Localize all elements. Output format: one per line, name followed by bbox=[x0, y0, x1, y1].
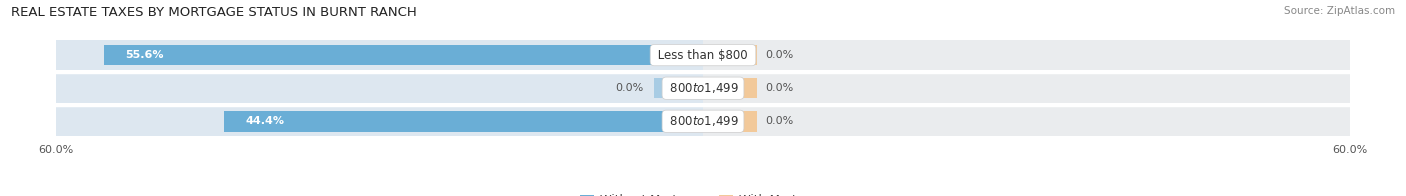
Bar bbox=[56, 40, 703, 70]
Text: 0.0%: 0.0% bbox=[765, 83, 794, 93]
Bar bbox=[703, 40, 1350, 70]
Bar bbox=[654, 78, 703, 98]
Bar bbox=[703, 45, 756, 65]
Bar bbox=[703, 111, 756, 132]
Bar bbox=[56, 73, 703, 103]
Bar bbox=[104, 45, 703, 65]
Text: 0.0%: 0.0% bbox=[765, 50, 794, 60]
Bar bbox=[703, 106, 1350, 136]
Text: 44.4%: 44.4% bbox=[246, 116, 285, 126]
Legend: Without Mortgage, With Mortgage: Without Mortgage, With Mortgage bbox=[575, 189, 831, 196]
Text: $800 to $1,499: $800 to $1,499 bbox=[666, 114, 740, 128]
Text: 0.0%: 0.0% bbox=[616, 83, 644, 93]
Text: REAL ESTATE TAXES BY MORTGAGE STATUS IN BURNT RANCH: REAL ESTATE TAXES BY MORTGAGE STATUS IN … bbox=[11, 6, 418, 19]
Text: Source: ZipAtlas.com: Source: ZipAtlas.com bbox=[1284, 6, 1395, 16]
Text: 0.0%: 0.0% bbox=[765, 116, 794, 126]
Bar bbox=[703, 73, 1350, 103]
Text: 55.6%: 55.6% bbox=[125, 50, 163, 60]
Bar bbox=[225, 111, 703, 132]
Text: $800 to $1,499: $800 to $1,499 bbox=[666, 81, 740, 95]
Bar bbox=[703, 78, 756, 98]
Bar bbox=[56, 106, 703, 136]
Text: Less than $800: Less than $800 bbox=[654, 49, 752, 62]
